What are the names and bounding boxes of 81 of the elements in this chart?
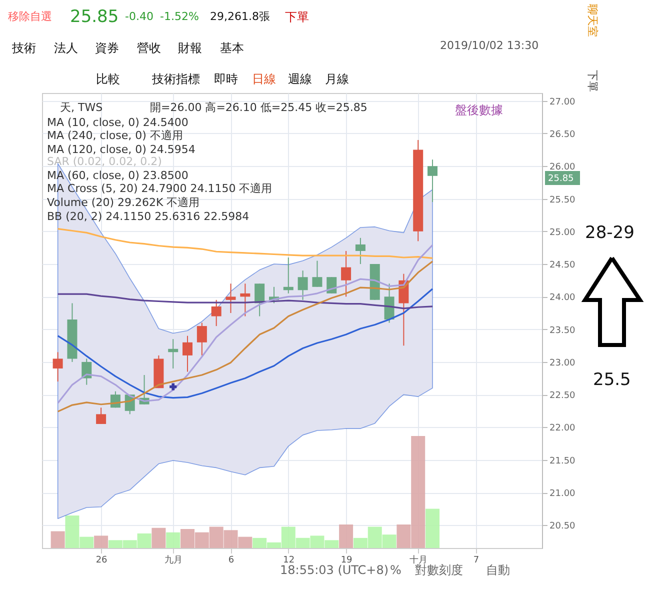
- annotation: MA (120, close, 0) 24.5954: [47, 143, 196, 156]
- y-tick-label: 22.50: [550, 391, 576, 402]
- candlestick: [182, 335, 193, 372]
- y-tick-label: 20.50: [550, 522, 576, 532]
- y-tick-label: 26.00: [550, 162, 576, 173]
- annotation: MA (10, close, 0) 24.5400: [47, 116, 188, 129]
- x-tick-label: 6: [228, 556, 234, 566]
- text: 下單: [586, 70, 599, 92]
- line-series: [57, 228, 434, 259]
- x-tick-label: 19: [340, 556, 353, 566]
- annotation: MA (240, close, 0) 不適用: [47, 129, 183, 142]
- text: 資券: [95, 41, 119, 55]
- bar: [166, 532, 180, 548]
- y-tick-label: 24.00: [550, 293, 576, 304]
- text: 聊天室: [586, 4, 599, 37]
- annotation: Volume (20) 29.262K 不適用: [47, 196, 200, 209]
- bar: [152, 528, 166, 548]
- text: 技術: [11, 41, 36, 55]
- x-tick-label: 九月: [164, 554, 183, 566]
- text: 25.85: [70, 7, 119, 27]
- text: 基本: [220, 41, 244, 55]
- text: 天, TWS: [60, 101, 103, 114]
- candlestick: [312, 260, 322, 288]
- bar: [426, 508, 440, 548]
- y-tick-label: 22.00: [550, 424, 576, 434]
- candlestick: [82, 358, 92, 386]
- text: 下單: [285, 10, 309, 24]
- y-tick-label: 21.00: [550, 489, 576, 500]
- y-tick-label: 25.00: [550, 228, 576, 238]
- text: 技術指標: [151, 72, 200, 86]
- candlestick: [96, 407, 106, 424]
- x-tick-label: 12: [283, 556, 295, 566]
- candlestick: [254, 283, 265, 317]
- text: 29,261.8張: [210, 10, 270, 23]
- text: 財報: [178, 41, 202, 55]
- text: 法人: [54, 41, 78, 55]
- text: 比較: [96, 72, 120, 86]
- text: 25.5: [593, 370, 631, 390]
- text: 即時: [214, 72, 238, 86]
- candlestick: [355, 237, 366, 265]
- bar: [94, 536, 108, 548]
- text: 28-29: [585, 223, 634, 243]
- y-tick-label: 27.00: [550, 97, 576, 108]
- candlestick: [196, 322, 207, 356]
- bar: [339, 524, 354, 548]
- candlestick: [428, 159, 438, 203]
- candlestick: [341, 250, 352, 298]
- x-tick-label: 26: [96, 556, 108, 566]
- annotation: 盤後數據: [455, 103, 503, 117]
- text: 營收: [137, 41, 161, 55]
- text: 日線: [252, 72, 276, 86]
- candlestick: [240, 283, 250, 317]
- y-tick-label: 21.50: [550, 456, 576, 466]
- candlestick: [226, 283, 236, 314]
- y-tick-label: 23.50: [550, 326, 576, 336]
- candlestick: [326, 276, 337, 294]
- y-tick-label: 25.50: [550, 195, 576, 206]
- x-tick-label: 7: [473, 556, 480, 566]
- text: 自動: [486, 563, 510, 577]
- text: %: [390, 563, 402, 577]
- text: 2019/10/02 13:30: [440, 39, 539, 52]
- text: 月線: [325, 72, 349, 86]
- text: -0.40: [125, 10, 154, 23]
- candlestick: [168, 338, 178, 369]
- text: 週線: [288, 72, 312, 86]
- x-tick-label: 十月: [410, 554, 428, 566]
- y-tick-label: 26.50: [550, 130, 576, 140]
- y-tick-label: 24.50: [550, 260, 576, 271]
- candlestick: [283, 257, 294, 294]
- annotation: SAR (0.02, 0.02, 0.2): [47, 155, 162, 168]
- text: -1.52%: [160, 10, 199, 23]
- text: 25.85: [548, 174, 574, 184]
- text: 18:55:03 (UTC+8): [280, 563, 389, 577]
- candlestick: [298, 270, 308, 300]
- text: 移除自選: [8, 10, 52, 23]
- text: 對數刻度: [415, 563, 463, 577]
- bar: [50, 531, 65, 548]
- candlestick: [211, 299, 222, 327]
- candlestick: [52, 352, 63, 382]
- text: 開=26.00 高=26.10 低=25.45 收=25.85: [150, 101, 368, 114]
- y-tick-label: 23.00: [550, 358, 576, 368]
